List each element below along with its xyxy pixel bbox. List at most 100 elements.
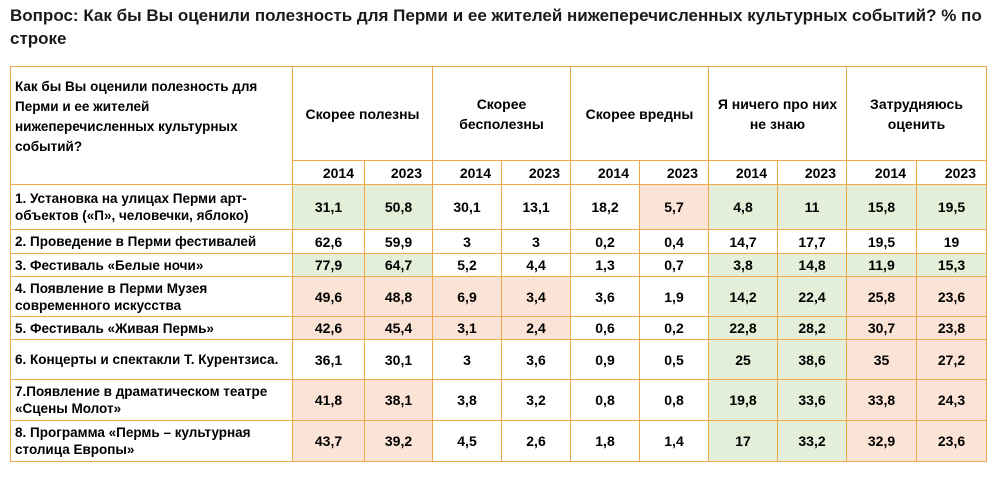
value-cell: 19,5 [846,229,917,254]
value-cell: 42,6 [292,316,365,340]
value-cell: 14,8 [777,253,847,277]
value-cell: 43,7 [292,420,365,462]
group-header-useless: Скорее бесполезны [432,66,571,161]
value-cell: 23,6 [916,420,987,462]
year-header: 2014 [846,160,917,185]
table-row: 8. Программа «Пермь – культурная столица… [10,420,987,462]
group-header-unknown: Я ничего про них не знаю [708,66,847,161]
table-row: 6. Концерты и спектакли Т. Курентзиса. 36… [10,339,987,380]
value-cell: 25 [708,339,778,380]
value-cell: 3,6 [570,276,640,317]
page-title: Вопрос: Как бы Вы оценили полезность для… [10,6,982,48]
table-row: 7.Появление в драматическом театре «Сцен… [10,379,987,421]
value-cell: 4,4 [501,253,571,277]
value-cell: 3,4 [501,276,571,317]
value-cell: 19,5 [916,184,987,230]
row-label: 7.Появление в драматическом театре «Сцен… [10,379,293,421]
value-cell: 3,6 [501,339,571,380]
value-cell: 11,9 [846,253,917,277]
value-cell: 19 [916,229,987,254]
row-label: 8. Программа «Пермь – культурная столица… [10,420,293,462]
value-cell: 15,3 [916,253,987,277]
group-header-row: Как бы Вы оценили полезность для Перми и… [10,66,987,185]
table-row: 2. Проведение в Перми фестивалей 62,6 59,9… [10,229,987,254]
value-cell: 35 [846,339,917,380]
question-header: Как бы Вы оценили полезность для Перми и… [10,66,293,185]
year-header-row: 2014 2023 2014 2023 2014 2023 2014 2023 … [11,160,987,185]
value-cell: 0,4 [639,229,709,254]
group-header-hard-to-say: Затрудняюсь оценить [846,66,987,161]
value-cell: 39,2 [364,420,433,462]
value-cell: 5,7 [639,184,709,230]
value-cell: 14,7 [708,229,778,254]
value-cell: 0,2 [570,229,640,254]
year-header: 2023 [777,160,847,185]
value-cell: 77,9 [292,253,365,277]
value-cell: 11 [777,184,847,230]
value-cell: 22,8 [708,316,778,340]
group-header-useful: Скорее полезны [292,66,433,161]
value-cell: 0,7 [639,253,709,277]
value-cell: 3,1 [432,316,502,340]
value-cell: 45,4 [364,316,433,340]
group-header-harmful: Скорее вредны [570,66,709,161]
value-cell: 5,2 [432,253,502,277]
value-cell: 2,6 [501,420,571,462]
row-label: 3. Фестиваль «Белые ночи» [10,253,293,277]
year-header: 2023 [639,160,709,185]
value-cell: 36,1 [292,339,365,380]
value-cell: 3 [432,229,502,254]
year-header: 2023 [501,160,571,185]
value-cell: 48,8 [364,276,433,317]
year-header: 2023 [364,160,433,185]
table-row: 4. Появление в Перми Музея современного … [10,276,987,317]
value-cell: 49,6 [292,276,365,317]
survey-table: Как бы Вы оценили полезность для Перми и… [10,66,987,462]
row-label: 1. Установка на улицах Перми арт-объекто… [10,184,293,230]
value-cell: 27,2 [916,339,987,380]
value-cell: 23,8 [916,316,987,340]
value-cell: 41,8 [292,379,365,421]
row-label: 4. Появление в Перми Музея современного … [10,276,293,317]
value-cell: 1,3 [570,253,640,277]
value-cell: 30,1 [432,184,502,230]
value-cell: 18,2 [570,184,640,230]
value-cell: 33,6 [777,379,847,421]
value-cell: 15,8 [846,184,917,230]
value-cell: 14,2 [708,276,778,317]
value-cell: 0,6 [570,316,640,340]
year-header: 2014 [432,160,502,185]
year-header: 2014 [570,160,640,185]
value-cell: 33,2 [777,420,847,462]
value-cell: 0,9 [570,339,640,380]
value-cell: 38,1 [364,379,433,421]
value-cell: 1,9 [639,276,709,317]
value-cell: 30,7 [846,316,917,340]
value-cell: 25,8 [846,276,917,317]
value-cell: 3 [432,339,502,380]
value-cell: 17 [708,420,778,462]
value-cell: 28,2 [777,316,847,340]
value-cell: 1,8 [570,420,640,462]
value-cell: 3 [501,229,571,254]
value-cell: 0,8 [639,379,709,421]
value-cell: 3,8 [708,253,778,277]
value-cell: 6,9 [432,276,502,317]
value-cell: 3,2 [501,379,571,421]
year-header: 2014 [292,160,365,185]
row-label: 2. Проведение в Перми фестивалей [10,229,293,254]
table-row: 5. Фестиваль «Живая Пермь» 42,6 45,4 3,1 2,4… [10,316,987,340]
value-cell: 64,7 [364,253,433,277]
value-cell: 31,1 [292,184,365,230]
table-row: 3. Фестиваль «Белые ночи» 77,9 64,7 5,2 4,4 1… [10,253,987,277]
value-cell: 33,8 [846,379,917,421]
value-cell: 0,5 [639,339,709,380]
value-cell: 50,8 [364,184,433,230]
value-cell: 23,6 [916,276,987,317]
table-row: 1. Установка на улицах Перми арт-объекто… [10,184,987,230]
value-cell: 30,1 [364,339,433,380]
value-cell: 32,9 [846,420,917,462]
value-cell: 13,1 [501,184,571,230]
value-cell: 2,4 [501,316,571,340]
value-cell: 62,6 [292,229,365,254]
